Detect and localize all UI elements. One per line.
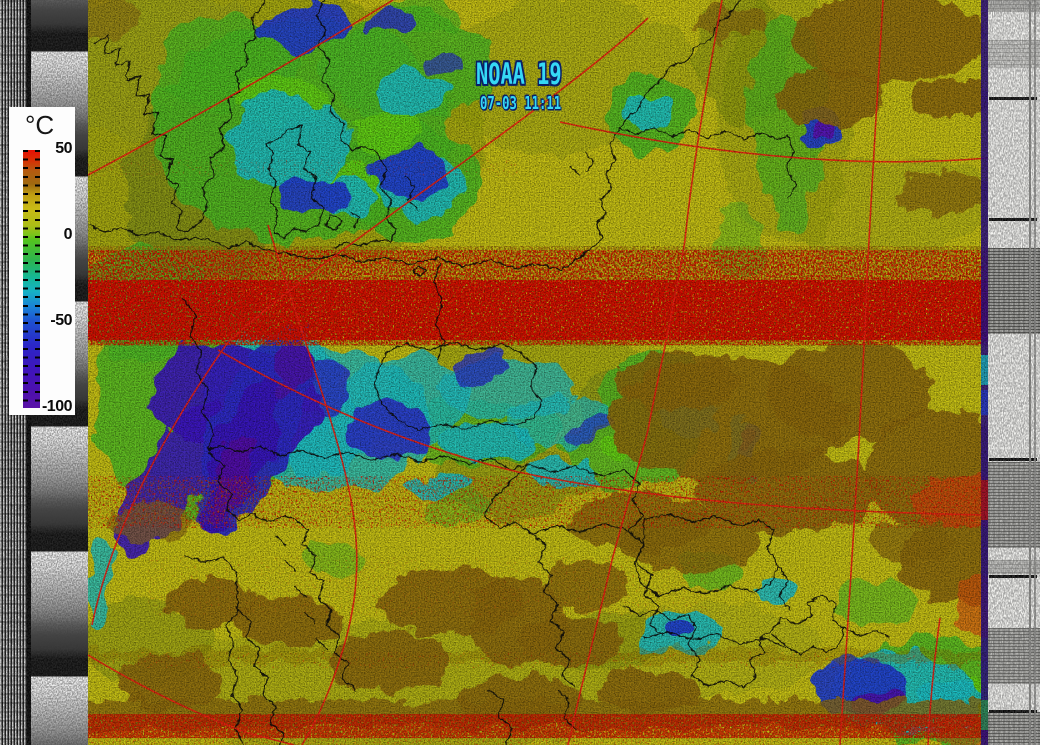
right-edge-guide-line [1029,0,1031,745]
telemetry-static-band [988,462,1040,548]
telemetry-static-band [988,248,1040,334]
telemetry-static-band [988,628,1040,684]
legend-tick-label: -50 [50,312,72,329]
legend-unit-label: °C [25,110,55,140]
satellite-name-text: NOAA 19 [476,57,562,91]
legend-tick-label: -100 [41,398,73,415]
telemetry-band [988,560,1040,574]
legend-color-bar [23,150,40,408]
telemetry-column-right [988,0,1040,745]
telemetry-static-band [988,712,1040,745]
capture-time-text: 07-03 11:11 [480,93,562,114]
telemetry-band [988,40,1040,68]
legend-tick-label: 0 [63,226,73,243]
legend-tick-marks-left [23,150,28,408]
telemetry-band [988,0,1040,12]
film-grain [88,0,988,745]
right-edge-guide-line [1034,0,1036,745]
temperature-legend: °C 50 0 -50 -100 [9,107,75,415]
legend-tick-label: 50 [55,140,72,157]
legend-tick-marks-right [35,150,40,408]
